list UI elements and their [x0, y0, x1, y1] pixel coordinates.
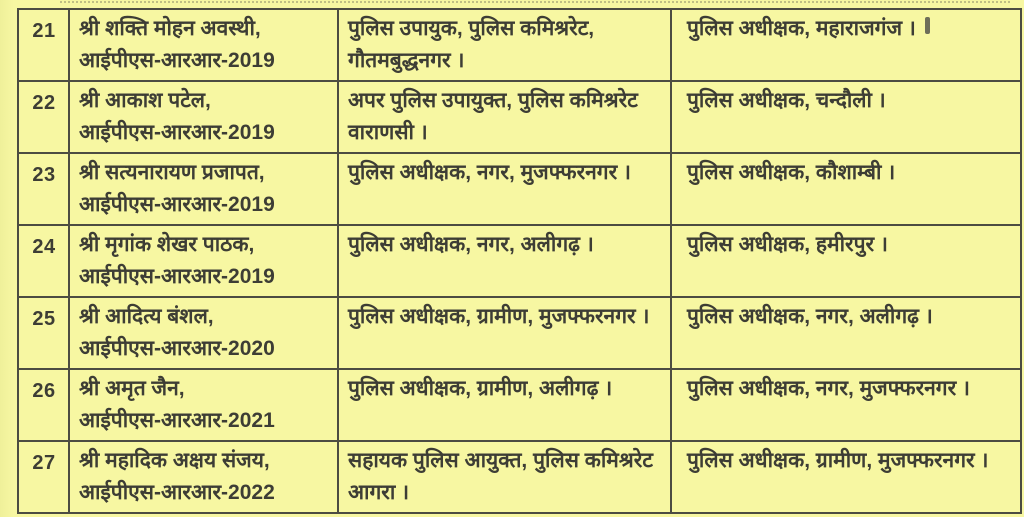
new-posting: पुलिस अधीक्षक, हमीरपुर । — [670, 224, 1022, 298]
table-row: 23 श्री सत्यनारायण प्रजापत, आईपीएस-आरआर-… — [17, 152, 1022, 226]
current-posting: पुलिस अधीक्षक, नगर, मुजफ्फरनगर । — [337, 152, 672, 226]
officer-name: श्री महादिक अक्षय संजय, — [79, 449, 270, 472]
officer-transfer-table: 21 श्री शक्ति मोहन अवस्थी, आईपीएस-आरआर-2… — [17, 8, 1022, 514]
officer-name-cell: श्री शक्ति मोहन अवस्थी, आईपीएस-आरआर-2019 — [68, 8, 339, 82]
new-posting: पुलिस अधीक्षक, नगर, मुजफ्फरनगर । — [670, 368, 1022, 442]
current-posting: पुलिस उपायुक, पुलिस कमिश्ररेट, गौतमबुद्ध… — [337, 8, 672, 82]
new-posting: पुलिस अधीक्षक, ग्रामीण, मुजफ्फरनगर । — [670, 440, 1022, 514]
new-posting: पुलिस अधीक्षक, चन्दौली । — [670, 80, 1022, 154]
serial-number: 22 — [17, 80, 70, 154]
scan-artifact-topline — [60, 1, 1010, 3]
new-posting: पुलिस अधीक्षक, नगर, अलीगढ़ । — [670, 296, 1022, 370]
officer-batch: आईपीएस-आरआर-2019 — [79, 193, 275, 216]
officer-batch: आईपीएस-आरआर-2019 — [79, 265, 275, 288]
officer-name-cell: श्री अमृत जैन, आईपीएस-आरआर-2021 — [68, 368, 339, 442]
table-row: 24 श्री मृगांक शेखर पाठक, आईपीएस-आरआर-20… — [17, 224, 1022, 298]
current-posting: अपर पुलिस उपायुक्त, पुलिस कमिश्ररेट वारा… — [337, 80, 672, 154]
officer-name-cell: श्री मृगांक शेखर पाठक, आईपीएस-आरआर-2019 — [68, 224, 339, 298]
table-row: 27 श्री महादिक अक्षय संजय, आईपीएस-आरआर-2… — [17, 440, 1022, 514]
serial-number: 23 — [17, 152, 70, 226]
new-posting: पुलिस अधीक्षक, महाराजगंज । — [670, 8, 1022, 82]
officer-batch: आईपीएस-आरआर-2019 — [79, 49, 275, 72]
serial-number: 21 — [17, 8, 70, 82]
table-row: 26 श्री अमृत जैन, आईपीएस-आरआर-2021 पुलिस… — [17, 368, 1022, 442]
officer-name: श्री सत्यनारायण प्रजापत, — [79, 161, 265, 184]
current-posting: सहायक पुलिस आयुक्त, पुलिस कमिश्ररेट आगरा… — [337, 440, 672, 514]
officer-batch: आईपीएस-आरआर-2022 — [79, 481, 275, 504]
table-row: 25 श्री आदित्य बंशल, आईपीएस-आरआर-2020 पु… — [17, 296, 1022, 370]
officer-name-cell: श्री महादिक अक्षय संजय, आईपीएस-आरआर-2022 — [68, 440, 339, 514]
officer-name-cell: श्री आकाश पटेल, आईपीएस-आरआर-2019 — [68, 80, 339, 154]
officer-name: श्री अमृत जैन, — [79, 377, 185, 400]
officer-name: श्री मृगांक शेखर पाठक, — [79, 233, 255, 256]
officer-batch: आईपीएस-आरआर-2019 — [79, 121, 275, 144]
officer-name: श्री शक्ति मोहन अवस्थी, — [79, 17, 261, 40]
officer-batch: आईपीएस-आरआर-2021 — [79, 409, 275, 432]
table-row: 22 श्री आकाश पटेल, आईपीएस-आरआर-2019 अपर … — [17, 80, 1022, 154]
serial-number: 24 — [17, 224, 70, 298]
serial-number: 27 — [17, 440, 70, 514]
table-row: 21 श्री शक्ति मोहन अवस्थी, आईपीएस-आरआर-2… — [17, 8, 1022, 82]
serial-number: 26 — [17, 368, 70, 442]
officer-name: श्री आकाश पटेल, — [79, 89, 211, 112]
officer-name-cell: श्री सत्यनारायण प्रजापत, आईपीएस-आरआर-201… — [68, 152, 339, 226]
serial-number: 25 — [17, 296, 70, 370]
new-posting: पुलिस अधीक्षक, कौशाम्बी । — [670, 152, 1022, 226]
current-posting: पुलिस अधीक्षक, नगर, अलीगढ़ । — [337, 224, 672, 298]
current-posting: पुलिस अधीक्षक, ग्रामीण, मुजफ्फरनगर । — [337, 296, 672, 370]
officer-batch: आईपीएस-आरआर-2020 — [79, 337, 275, 360]
officer-name-cell: श्री आदित्य बंशल, आईपीएस-आरआर-2020 — [68, 296, 339, 370]
officer-name: श्री आदित्य बंशल, — [79, 305, 214, 328]
current-posting: पुलिस अधीक्षक, ग्रामीण, अलीगढ़ । — [337, 368, 672, 442]
